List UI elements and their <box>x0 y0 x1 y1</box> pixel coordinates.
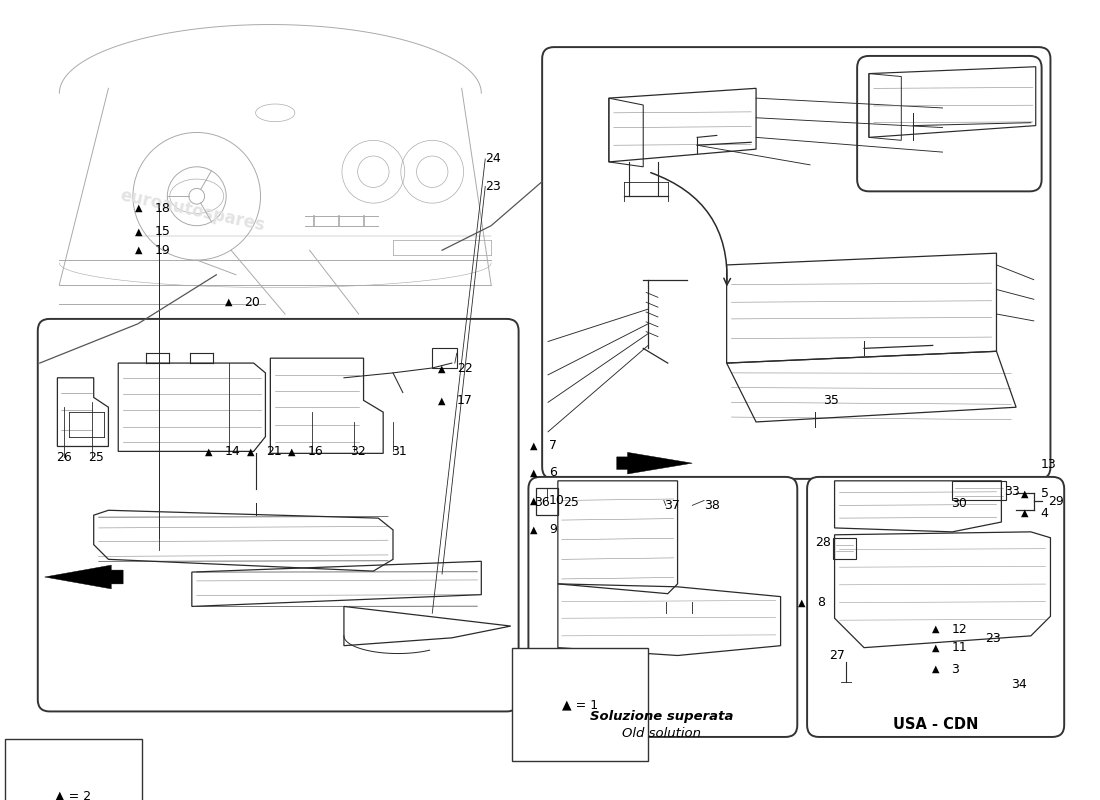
Polygon shape <box>617 452 692 474</box>
Text: 10: 10 <box>549 494 565 507</box>
Text: 34: 34 <box>1011 678 1027 691</box>
Text: euroautospares: euroautospares <box>707 187 844 225</box>
Text: ▲: ▲ <box>135 246 143 255</box>
Text: 4: 4 <box>1041 506 1048 520</box>
Text: 22: 22 <box>456 362 473 375</box>
Text: ▲: ▲ <box>135 203 143 213</box>
Text: ▲: ▲ <box>135 226 143 237</box>
Text: 28: 28 <box>815 536 830 549</box>
Text: 3: 3 <box>952 662 959 676</box>
Text: ▲: ▲ <box>1022 489 1028 498</box>
FancyBboxPatch shape <box>37 319 518 711</box>
Text: 31: 31 <box>390 445 407 458</box>
Text: euroautospares: euroautospares <box>129 410 264 453</box>
Text: ▲: ▲ <box>1022 508 1028 518</box>
Text: ▲ = 2: ▲ = 2 <box>55 790 91 800</box>
Text: 8: 8 <box>817 596 825 609</box>
Text: 30: 30 <box>952 497 967 510</box>
Text: 29: 29 <box>1048 495 1064 508</box>
Text: 23: 23 <box>485 180 501 193</box>
Text: 16: 16 <box>308 445 323 458</box>
Text: 36: 36 <box>535 496 550 509</box>
Text: Soluzione superata: Soluzione superata <box>590 710 734 723</box>
Polygon shape <box>45 565 123 589</box>
Text: 38: 38 <box>704 499 719 512</box>
FancyBboxPatch shape <box>542 47 1050 479</box>
Text: euroautospares: euroautospares <box>870 571 994 606</box>
Text: 6: 6 <box>549 466 557 479</box>
Text: 21: 21 <box>266 445 283 458</box>
Text: ▲: ▲ <box>438 395 446 406</box>
Text: 24: 24 <box>485 153 501 166</box>
Text: 35: 35 <box>823 394 838 407</box>
Text: ▲: ▲ <box>932 664 939 674</box>
Text: 17: 17 <box>456 394 473 407</box>
Text: ▲: ▲ <box>530 441 537 450</box>
Text: 26: 26 <box>56 450 73 464</box>
Text: 14: 14 <box>224 445 240 458</box>
Text: 27: 27 <box>828 649 845 662</box>
FancyBboxPatch shape <box>857 56 1042 191</box>
Text: ▲: ▲ <box>530 525 537 535</box>
Text: 15: 15 <box>154 225 170 238</box>
Text: 32: 32 <box>350 445 365 458</box>
Text: ▲: ▲ <box>932 624 939 634</box>
Text: ▲: ▲ <box>205 446 212 456</box>
Text: ▲: ▲ <box>798 598 805 607</box>
Text: 23: 23 <box>984 632 1001 646</box>
Text: ▲: ▲ <box>288 446 296 456</box>
Text: USA - CDN: USA - CDN <box>893 717 978 732</box>
Text: euroautospares: euroautospares <box>596 571 720 606</box>
Text: ▲ = 1: ▲ = 1 <box>562 698 598 711</box>
Text: 25: 25 <box>563 496 579 509</box>
Text: ▲: ▲ <box>248 446 254 456</box>
Text: ▲: ▲ <box>438 364 446 374</box>
Text: euroautospares: euroautospares <box>118 187 266 235</box>
Text: ▲: ▲ <box>530 495 537 506</box>
Text: Old solution: Old solution <box>623 726 702 739</box>
Text: 33: 33 <box>1004 485 1020 498</box>
Text: 37: 37 <box>663 499 680 512</box>
Text: 9: 9 <box>549 523 557 536</box>
Text: 19: 19 <box>154 244 170 257</box>
Text: 13: 13 <box>1041 458 1056 470</box>
Text: 7: 7 <box>549 439 557 452</box>
Text: ▲: ▲ <box>932 642 939 653</box>
Text: 20: 20 <box>244 296 260 309</box>
Text: 18: 18 <box>154 202 170 214</box>
Text: ▲: ▲ <box>224 298 232 307</box>
FancyBboxPatch shape <box>528 477 798 737</box>
Text: 12: 12 <box>952 622 967 635</box>
Text: 5: 5 <box>1041 487 1048 500</box>
Text: ▲: ▲ <box>530 468 537 478</box>
FancyBboxPatch shape <box>807 477 1064 737</box>
Text: 11: 11 <box>952 641 967 654</box>
Text: 25: 25 <box>88 450 103 464</box>
